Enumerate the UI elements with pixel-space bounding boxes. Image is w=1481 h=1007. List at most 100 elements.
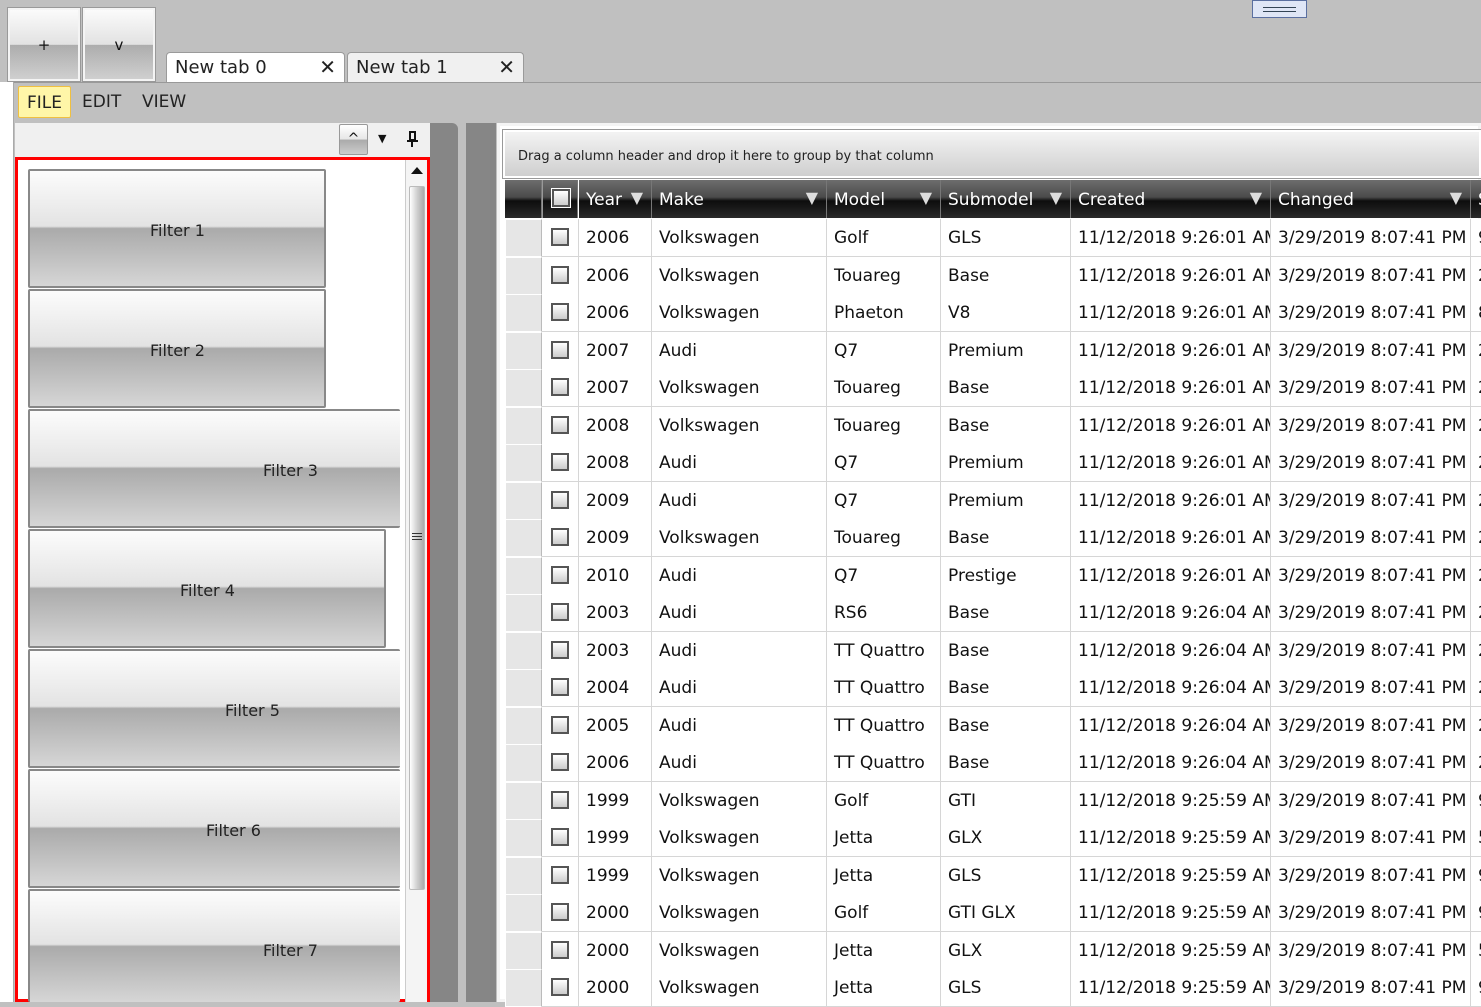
table-row[interactable]: 1999 Volkswagen Golf GTI 11/12/2018 9:25:59 …: [505, 781, 1481, 820]
table-row[interactable]: 2006 Volkswagen Touareg Base 11/12/2018 9:26…: [505, 256, 1481, 295]
row-checkbox[interactable]: [550, 677, 570, 697]
filter-funnel-icon[interactable]: ▼: [1049, 188, 1062, 207]
table-row[interactable]: 2005 Audi TT Quattro Base 11/12/2018 9:26:04…: [505, 706, 1481, 745]
row-checkbox[interactable]: [550, 714, 570, 735]
select-all-checkbox[interactable]: [551, 188, 571, 208]
filter-funnel-icon[interactable]: ▼: [1449, 188, 1462, 207]
pin-icon[interactable]: [407, 131, 418, 147]
row-indicator[interactable]: [505, 669, 542, 707]
scroll-thumb[interactable]: [409, 186, 425, 890]
column-header-model[interactable]: Model ▼: [827, 180, 941, 218]
close-icon[interactable]: ✕: [319, 55, 336, 79]
scroll-up-icon[interactable]: [411, 167, 423, 174]
table-row[interactable]: 2004 Audi TT Quattro Base 11/12/2018 9:26:04…: [505, 669, 1481, 707]
filter-funnel-icon[interactable]: ▼: [1249, 188, 1262, 207]
row-indicator[interactable]: [505, 444, 542, 482]
row-checkbox[interactable]: [550, 489, 570, 510]
row-checkbox[interactable]: [550, 864, 570, 885]
row-indicator[interactable]: [505, 931, 542, 970]
row-indicator[interactable]: [505, 406, 542, 445]
splitter[interactable]: [430, 123, 458, 1002]
table-row[interactable]: 2007 Volkswagen Touareg Base 11/12/2018 9:26…: [505, 369, 1481, 407]
row-indicator[interactable]: [505, 369, 542, 407]
row-indicator[interactable]: [505, 219, 542, 257]
table-row[interactable]: 2009 Audi Q7 Premium 11/12/2018 9:26:01 AM 3/…: [505, 481, 1481, 520]
row-indicator[interactable]: [505, 706, 542, 745]
filter-5-button[interactable]: Filter 5: [28, 649, 400, 768]
row-indicator[interactable]: [505, 331, 542, 370]
row-indicator[interactable]: [505, 894, 542, 932]
row-indicator[interactable]: [505, 256, 542, 295]
row-checkbox[interactable]: [550, 414, 570, 435]
filter-2-button[interactable]: Filter 2: [28, 289, 326, 408]
group-by-panel[interactable]: Drag a column header and drop it here to…: [502, 129, 1481, 179]
menu-view[interactable]: VIEW: [142, 92, 187, 112]
column-header-changed[interactable]: Changed ▼: [1271, 180, 1471, 218]
restore-handle-button[interactable]: [1252, 0, 1307, 18]
row-checkbox[interactable]: [550, 227, 570, 247]
tab-new-tab-0[interactable]: New tab 0 ✕: [166, 52, 345, 83]
table-row[interactable]: 2006 Volkswagen Golf GLS 11/12/2018 9:26:01 …: [505, 219, 1481, 257]
row-checkbox[interactable]: [550, 527, 570, 547]
row-checkbox[interactable]: [550, 452, 570, 472]
table-row[interactable]: 2010 Audi Q7 Prestige 11/12/2018 9:26:01 AM 3…: [505, 556, 1481, 595]
filter-4-button[interactable]: Filter 4: [28, 529, 386, 648]
filter-1-button[interactable]: Filter 1: [28, 169, 326, 288]
row-checkbox[interactable]: [550, 827, 570, 847]
filter-funnel-icon[interactable]: ▼: [919, 188, 932, 207]
table-row[interactable]: 2000 Volkswagen Golf GTI GLX 11/12/2018 9:25…: [505, 894, 1481, 932]
table-row[interactable]: 2007 Audi Q7 Premium 11/12/2018 9:26:01 AM 3/…: [505, 331, 1481, 370]
column-header-s[interactable]: S: [1471, 180, 1481, 218]
table-row[interactable]: 2006 Volkswagen Phaeton V8 11/12/2018 9:26:0…: [505, 294, 1481, 332]
row-indicator[interactable]: [505, 556, 542, 595]
panel-collapse-button[interactable]: ^: [339, 124, 368, 155]
tab-new-tab-1[interactable]: New tab 1 ✕: [347, 52, 524, 83]
row-indicator[interactable]: [505, 819, 542, 857]
table-row[interactable]: 2000 Volkswagen Jetta GLX 11/12/2018 9:25:59…: [505, 931, 1481, 970]
add-tab-button[interactable]: +: [7, 7, 81, 82]
table-row[interactable]: 2008 Volkswagen Touareg Base 11/12/2018 9:26…: [505, 406, 1481, 445]
filter-6-button[interactable]: Filter 6: [28, 769, 400, 888]
row-indicator[interactable]: [505, 481, 542, 520]
row-checkbox[interactable]: [550, 977, 570, 997]
table-row[interactable]: 2003 Audi RS6 Base 11/12/2018 9:26:04 AM 3/29…: [505, 594, 1481, 632]
table-row[interactable]: 2003 Audi TT Quattro Base 11/12/2018 9:26:04…: [505, 631, 1481, 670]
row-checkbox[interactable]: [550, 752, 570, 772]
tab-list-button[interactable]: v: [82, 7, 156, 82]
panel-menu-dropdown-icon[interactable]: ▼: [378, 132, 387, 145]
row-checkbox[interactable]: [550, 564, 570, 585]
filter-funnel-icon[interactable]: ▼: [630, 188, 643, 207]
row-checkbox[interactable]: [550, 939, 570, 960]
row-checkbox[interactable]: [550, 602, 570, 622]
row-indicator[interactable]: [505, 781, 542, 820]
filter-3-button[interactable]: Filter 3: [28, 409, 400, 528]
table-row[interactable]: 2000 Volkswagen Jetta GLS 11/12/2018 9:25:59…: [505, 969, 1481, 1007]
menu-file[interactable]: FILE: [18, 86, 72, 118]
table-row[interactable]: 2009 Volkswagen Touareg Base 11/12/2018 9:26…: [505, 519, 1481, 557]
row-checkbox[interactable]: [550, 302, 570, 322]
close-icon[interactable]: ✕: [498, 55, 515, 79]
column-header-year[interactable]: Year ▼: [579, 180, 652, 218]
row-checkbox[interactable]: [550, 902, 570, 922]
row-checkbox[interactable]: [550, 377, 570, 397]
row-checkbox[interactable]: [550, 789, 570, 810]
row-indicator[interactable]: [505, 969, 542, 1007]
table-row[interactable]: 1999 Volkswagen Jetta GLX 11/12/2018 9:25:59…: [505, 819, 1481, 857]
row-checkbox[interactable]: [550, 339, 570, 360]
table-row[interactable]: 1999 Volkswagen Jetta GLS 11/12/2018 9:25:59…: [505, 856, 1481, 895]
row-indicator[interactable]: [505, 631, 542, 670]
row-checkbox[interactable]: [550, 264, 570, 285]
row-indicator[interactable]: [505, 744, 542, 782]
column-header-submodel[interactable]: Submodel ▼: [941, 180, 1071, 218]
column-header-make[interactable]: Make ▼: [652, 180, 827, 218]
row-indicator[interactable]: [505, 294, 542, 332]
table-row[interactable]: 2006 Audi TT Quattro Base 11/12/2018 9:26:04…: [505, 744, 1481, 782]
table-row[interactable]: 2008 Audi Q7 Premium 11/12/2018 9:26:01 AM 3/…: [505, 444, 1481, 482]
column-header-created[interactable]: Created ▼: [1071, 180, 1271, 218]
menu-edit[interactable]: EDIT: [82, 92, 122, 112]
row-indicator[interactable]: [505, 519, 542, 557]
row-indicator[interactable]: [505, 594, 542, 632]
filter-funnel-icon[interactable]: ▼: [805, 188, 818, 207]
row-indicator[interactable]: [505, 856, 542, 895]
filter-7-button[interactable]: Filter 7: [28, 889, 400, 1002]
